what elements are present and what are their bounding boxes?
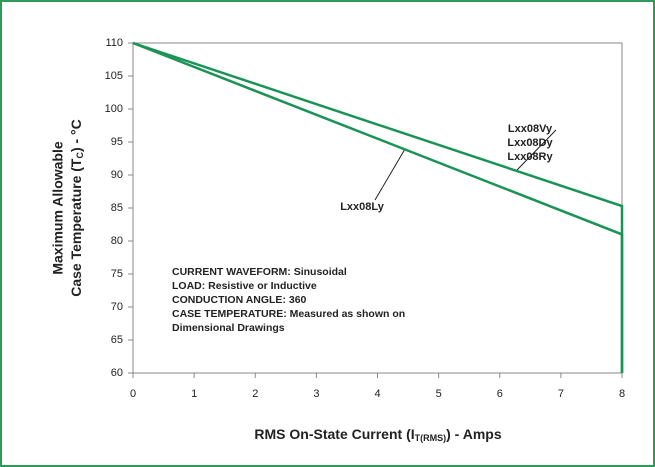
series-label: Lxx08Vy xyxy=(508,123,553,135)
y-tick-label: 65 xyxy=(111,334,123,346)
x-tick-label: 3 xyxy=(313,388,319,400)
x-label-part: RMS On-State Current (I xyxy=(254,426,414,442)
leader xyxy=(374,148,406,201)
y-tick-label: 75 xyxy=(111,268,123,280)
series-label: Lxx08Ry xyxy=(507,151,553,163)
y-tick-label: 95 xyxy=(111,136,123,148)
series-line xyxy=(132,41,624,373)
y-tick-label: 60 xyxy=(111,367,123,379)
x-tick-label: 5 xyxy=(436,388,442,400)
y-tick-label: 90 xyxy=(111,169,123,181)
annotation: CASE TEMPERATURE: Measured as shown on xyxy=(172,308,405,320)
y-label-line: Case Temperature (TC) - °C xyxy=(68,119,86,297)
leader xyxy=(516,129,557,171)
x-tick-label: 2 xyxy=(252,388,258,400)
y-tick-label: 105 xyxy=(105,70,123,82)
x-tick-label: 7 xyxy=(558,388,564,400)
x-tick-label: 6 xyxy=(497,388,503,400)
series-label: Lxx08Ly xyxy=(340,201,385,213)
y-label-line: Maximum Allowable xyxy=(50,141,66,275)
y-label-sub: C xyxy=(75,152,85,159)
x-axis-label: RMS On-State Current (IT(RMS)) - Amps xyxy=(254,426,501,444)
y-label-part: Case Temperature (T xyxy=(68,158,84,297)
annotation: Dimensional Drawings xyxy=(172,322,285,334)
y-tick-label: 110 xyxy=(105,37,123,49)
series-label: Lxx08Dy xyxy=(507,137,553,149)
y-tick-label: 85 xyxy=(111,202,123,214)
annotation: LOAD: Resistive or Inductive xyxy=(172,280,317,292)
x-tick-label: 1 xyxy=(191,388,197,400)
y-label-part: ) - °C xyxy=(68,119,84,152)
x-tick-label: 4 xyxy=(374,388,380,400)
annotation: CONDUCTION ANGLE: 360 xyxy=(172,294,307,306)
y-tick-label: 80 xyxy=(111,235,123,247)
x-label-part: ) - Amps xyxy=(446,426,502,442)
x-tick-label: 0 xyxy=(130,388,136,400)
y-axis-label: Maximum Allowable Case Temperature (TC) … xyxy=(50,119,86,297)
annotation: CURRENT WAVEFORM: Sinusoidal xyxy=(172,266,347,278)
x-label-sub: T(RMS) xyxy=(415,433,447,443)
y-tick-label: 70 xyxy=(111,301,123,313)
x-tick-label: 8 xyxy=(619,388,625,400)
y-tick-label: 100 xyxy=(105,103,123,115)
